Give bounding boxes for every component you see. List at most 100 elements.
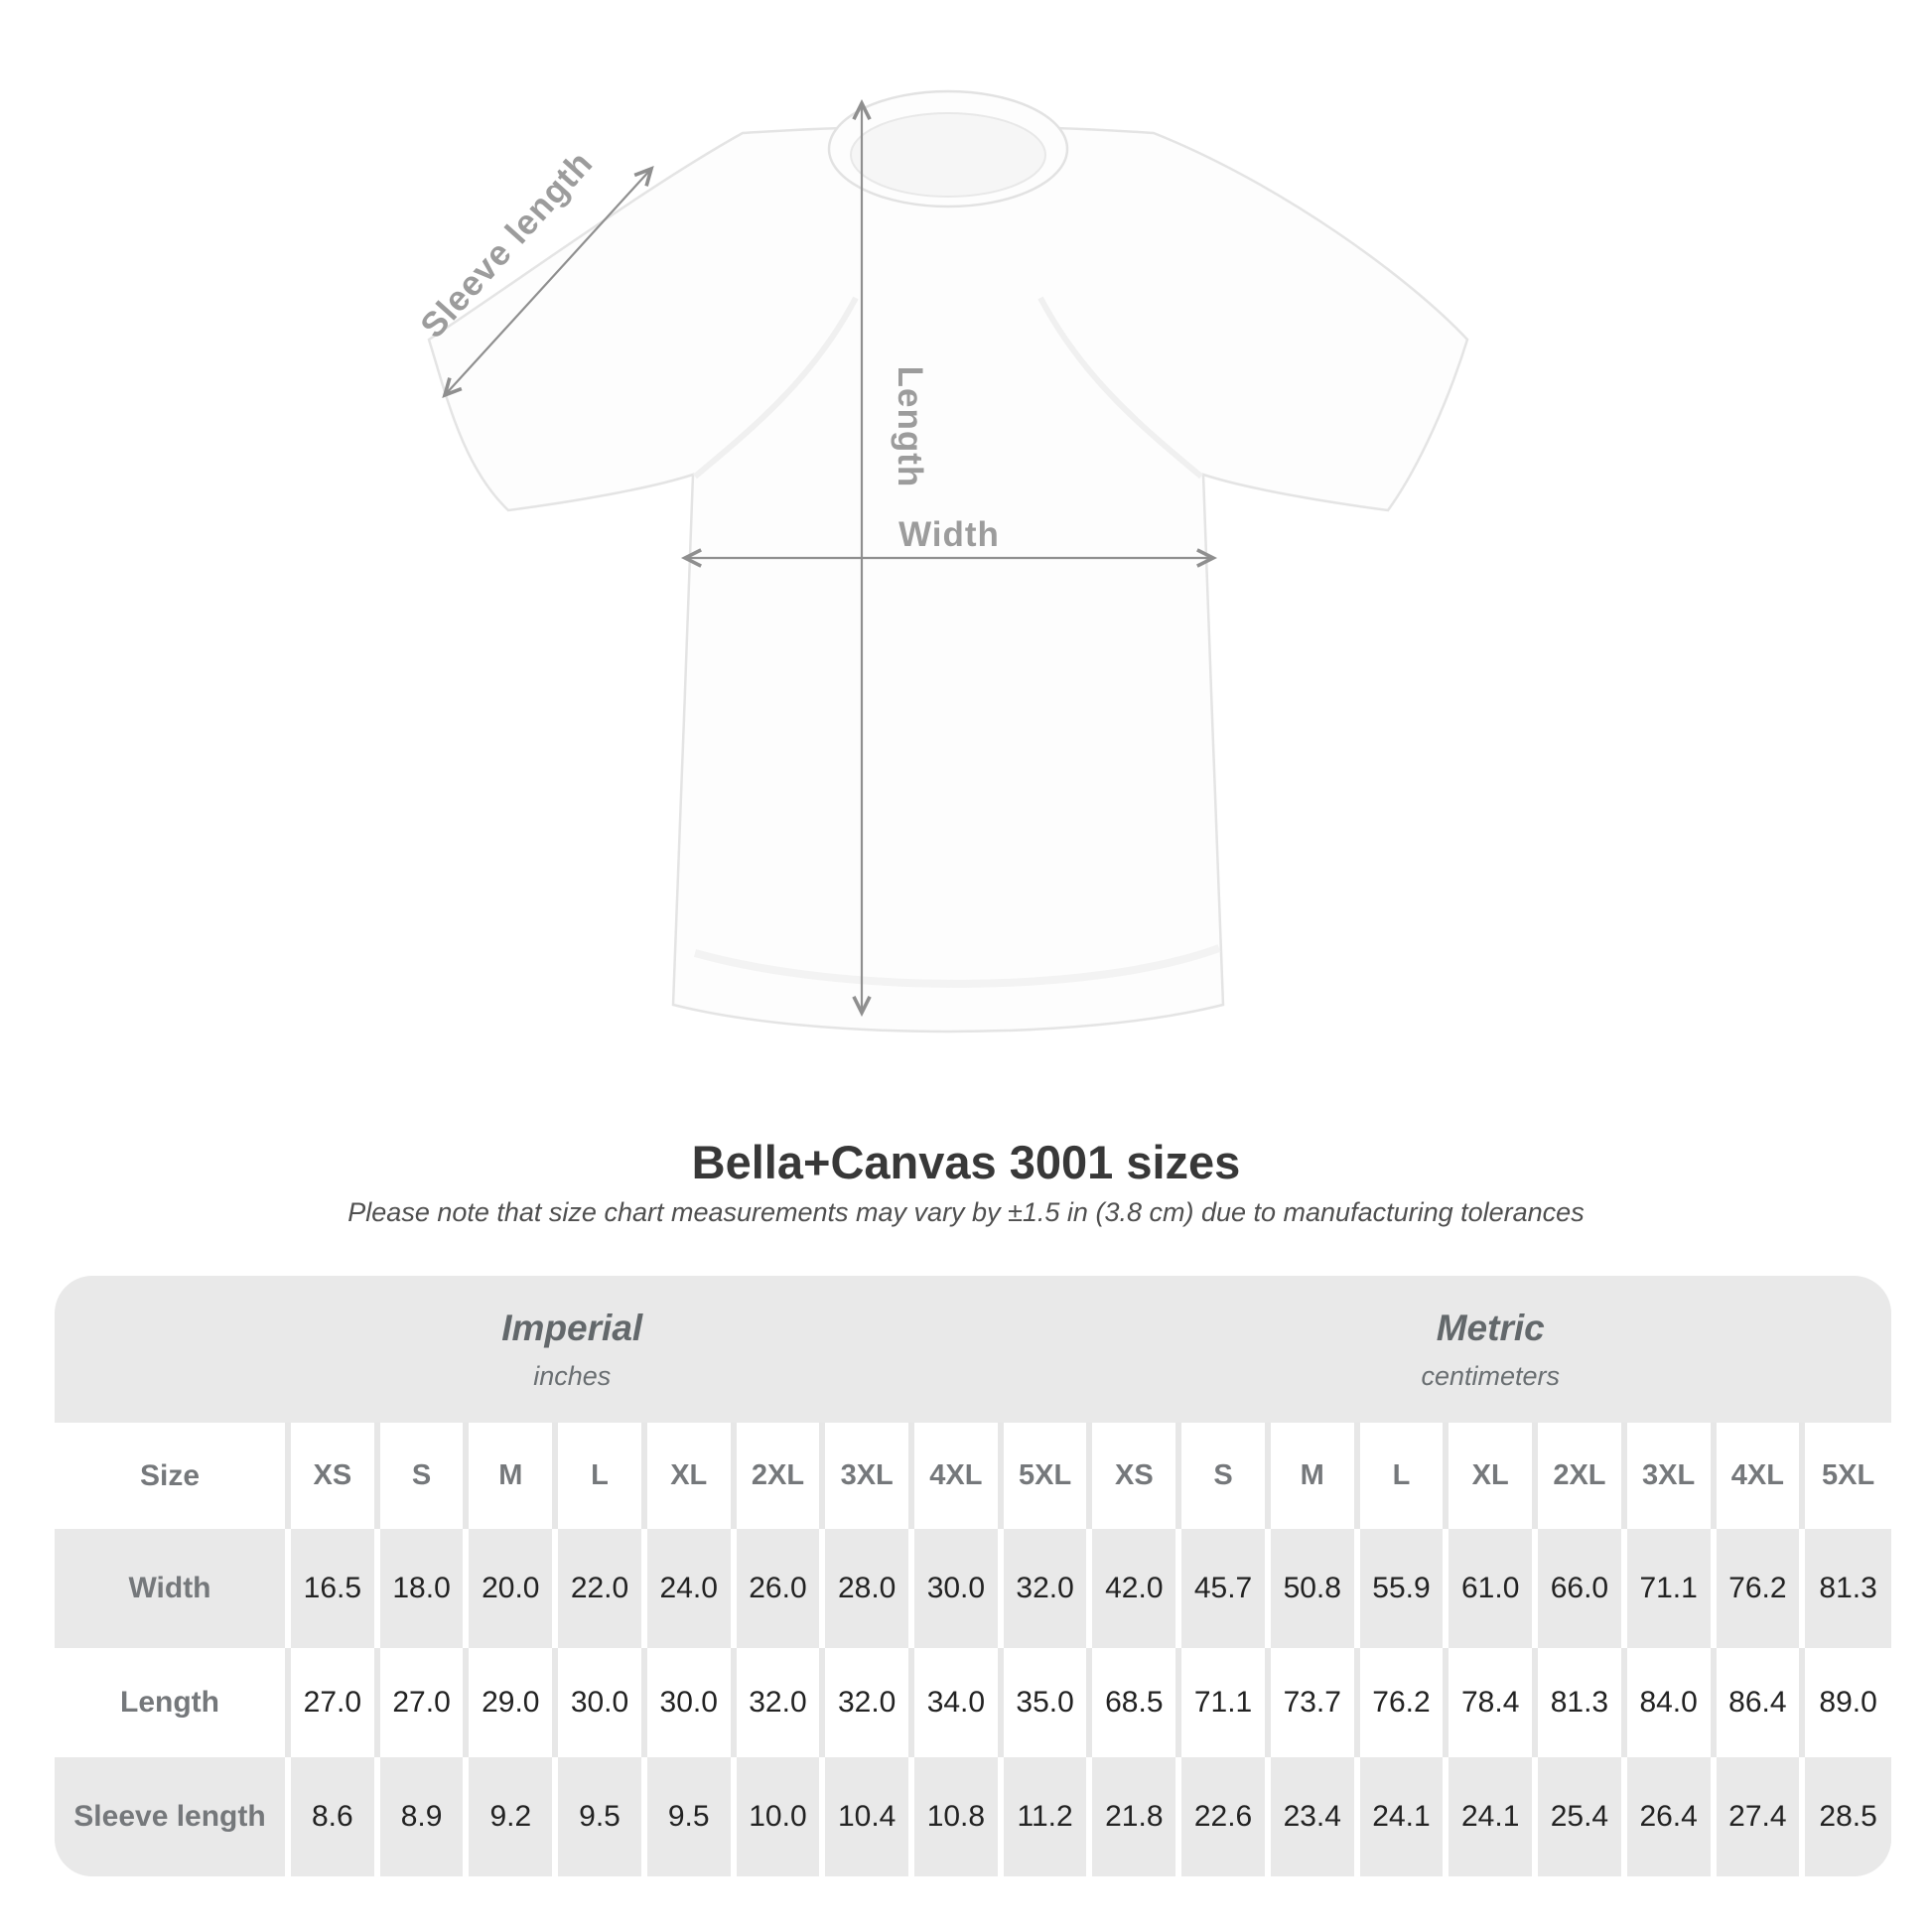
size-col-header: 2XL <box>1532 1423 1624 1529</box>
measurement-cell: 26.0 <box>730 1529 823 1648</box>
measurement-cell: 35.0 <box>997 1648 1090 1757</box>
size-col-header: S <box>373 1423 467 1529</box>
measurement-cell: 30.0 <box>640 1648 734 1757</box>
measurement-cell: 24.0 <box>640 1529 734 1648</box>
sleeve-length-arrow <box>445 169 651 395</box>
measurement-cell: 24.1 <box>1353 1757 1447 1876</box>
size-col-header: 4XL <box>908 1423 1001 1529</box>
measurement-cell: 45.7 <box>1175 1529 1268 1648</box>
metric-label: Metric <box>1436 1307 1545 1348</box>
measurement-cell: 89.0 <box>1799 1648 1891 1757</box>
page-subtitle: Please note that size chart measurements… <box>347 1197 1585 1227</box>
table-row: Length 27.0 27.0 29.0 30.0 30.0 32.0 32.0 34.0 35… <box>55 1648 1891 1757</box>
measurement-cell: 55.9 <box>1353 1529 1447 1648</box>
measurement-cell: 9.5 <box>552 1757 644 1876</box>
measurement-cell: 9.5 <box>640 1757 734 1876</box>
size-table-body: Imperial inches Metric centimeters Size … <box>55 1276 1891 1876</box>
measurement-cell: 16.5 <box>285 1529 377 1648</box>
section-header-row: Imperial inches Metric centimeters <box>55 1276 1891 1423</box>
measurement-cell: 23.4 <box>1264 1757 1357 1876</box>
measurement-cell: 11.2 <box>997 1757 1090 1876</box>
size-col-header: XL <box>1443 1423 1536 1529</box>
tshirt-fold-left <box>693 296 859 480</box>
metric-unit: centimeters <box>1421 1360 1561 1391</box>
measurement-cell: 76.2 <box>1710 1529 1803 1648</box>
measurement-cell: 42.0 <box>1086 1529 1179 1648</box>
page-title: Bella+Canvas 3001 sizes <box>691 1136 1241 1188</box>
size-col-header: L <box>1353 1423 1447 1529</box>
measurement-cell: 30.0 <box>908 1529 1001 1648</box>
size-col-header: 5XL <box>1799 1423 1891 1529</box>
size-col-header: L <box>552 1423 644 1529</box>
size-corner-cell: Size <box>55 1423 288 1529</box>
table-row: Width 16.5 18.0 20.0 22.0 24.0 26.0 28.0 30.0 32.… <box>55 1529 1891 1648</box>
length-label: Length <box>891 366 929 488</box>
imperial-label: Imperial <box>501 1307 643 1348</box>
size-col-header: 5XL <box>997 1423 1090 1529</box>
size-col-header: XS <box>1086 1423 1179 1529</box>
tshirt-diagram: Sleeve length Length Width <box>413 89 1469 1034</box>
size-col-header: M <box>463 1423 556 1529</box>
measurement-cell: 81.3 <box>1799 1529 1891 1648</box>
size-table: Imperial inches Metric centimeters Size … <box>55 1276 1891 1876</box>
size-col-header: M <box>1264 1423 1357 1529</box>
tshirt-body <box>427 124 1469 1034</box>
metric-section-header: Metric centimeters <box>1089 1276 1891 1423</box>
measurement-cell: 71.1 <box>1620 1529 1714 1648</box>
measurement-cell: 68.5 <box>1086 1648 1179 1757</box>
row-label: Width <box>55 1529 288 1648</box>
size-header-row: Size XS S M L XL 2XL 3XL 4XL 5XL XS S M L XL 2XL 3XL 4XL… <box>55 1423 1891 1529</box>
measurement-cell: 61.0 <box>1443 1529 1536 1648</box>
measurement-cell: 81.3 <box>1532 1648 1624 1757</box>
measurement-cell: 24.1 <box>1443 1757 1536 1876</box>
measurement-cell: 76.2 <box>1353 1648 1447 1757</box>
measurement-cell: 50.8 <box>1264 1529 1357 1648</box>
measurement-cell: 22.0 <box>552 1529 644 1648</box>
measurement-cell: 30.0 <box>552 1648 644 1757</box>
measurement-cell: 32.0 <box>819 1648 912 1757</box>
measurement-cell: 8.9 <box>373 1757 467 1876</box>
measurement-cell: 10.8 <box>908 1757 1001 1876</box>
measurement-cell: 28.0 <box>819 1529 912 1648</box>
size-col-header: XL <box>640 1423 734 1529</box>
measurement-cell: 9.2 <box>463 1757 556 1876</box>
measurement-cell: 20.0 <box>463 1529 556 1648</box>
size-col-header: 4XL <box>1710 1423 1803 1529</box>
measurement-cell: 21.8 <box>1086 1757 1179 1876</box>
table-row: Sleeve length 8.6 8.9 9.2 9.5 9.5 10.0 10.4 10.8… <box>55 1757 1891 1876</box>
measurement-cell: 26.4 <box>1620 1757 1714 1876</box>
measurement-cell: 25.4 <box>1532 1757 1624 1876</box>
tshirt-hem-shadow <box>693 944 1221 988</box>
size-col-header: S <box>1175 1423 1268 1529</box>
measurement-cell: 29.0 <box>463 1648 556 1757</box>
measurement-cell: 22.6 <box>1175 1757 1268 1876</box>
measurement-cell: 71.1 <box>1175 1648 1268 1757</box>
size-col-header: 3XL <box>1620 1423 1714 1529</box>
imperial-unit: inches <box>533 1360 612 1391</box>
measurement-cell: 10.4 <box>819 1757 912 1876</box>
measurement-cell: 27.0 <box>373 1648 467 1757</box>
tshirt-collar-inner <box>850 112 1046 198</box>
measurement-cell: 84.0 <box>1620 1648 1714 1757</box>
measurement-cell: 10.0 <box>730 1757 823 1876</box>
row-label: Sleeve length <box>55 1757 288 1876</box>
row-label: Length <box>55 1648 288 1757</box>
size-col-header: XS <box>285 1423 377 1529</box>
width-label: Width <box>898 515 1000 554</box>
measurement-cell: 32.0 <box>730 1648 823 1757</box>
measurement-cell: 8.6 <box>285 1757 377 1876</box>
measurement-cell: 78.4 <box>1443 1648 1536 1757</box>
measurement-cell: 86.4 <box>1710 1648 1803 1757</box>
size-col-header: 2XL <box>730 1423 823 1529</box>
measurement-cell: 27.4 <box>1710 1757 1803 1876</box>
measurement-cell: 34.0 <box>908 1648 1001 1757</box>
size-col-header: 3XL <box>819 1423 912 1529</box>
measurement-cell: 27.0 <box>285 1648 377 1757</box>
measurement-cell: 73.7 <box>1264 1648 1357 1757</box>
measurement-cell: 66.0 <box>1532 1529 1624 1648</box>
tshirt-fold-right <box>1037 296 1203 480</box>
imperial-section-header: Imperial inches <box>55 1276 1089 1423</box>
size-chart: Imperial inches Metric centimeters Size … <box>55 1276 1891 1876</box>
measurement-cell: 18.0 <box>373 1529 467 1648</box>
